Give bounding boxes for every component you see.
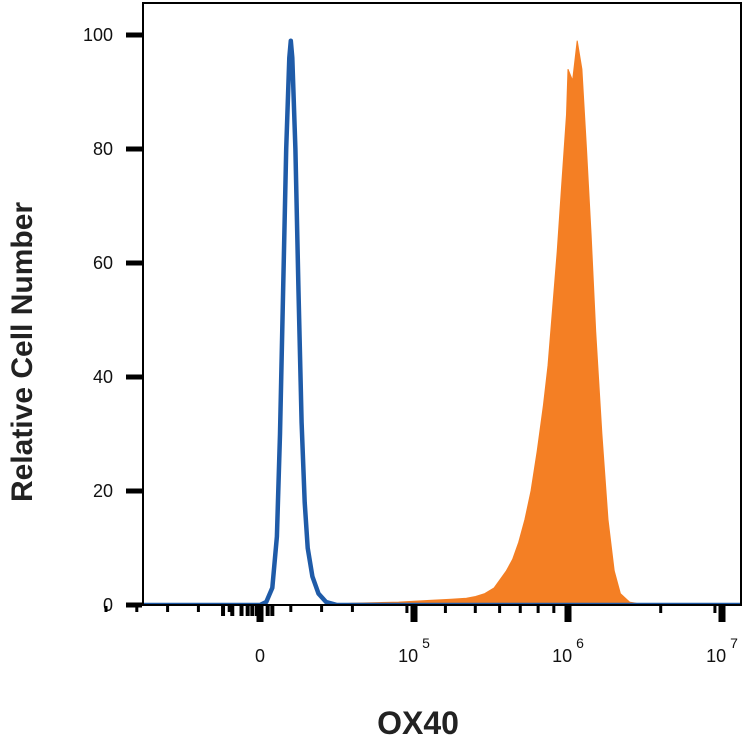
x-tick-mark (270, 606, 275, 616)
x-tick-label: 0 (255, 646, 265, 666)
x-tick-mark (166, 606, 170, 612)
y-tick-label: 100 (83, 25, 113, 45)
x-tick-mark (230, 606, 235, 616)
y-tick-label: 20 (93, 481, 113, 501)
y-tick-mark (126, 374, 142, 380)
x-tick-mark (320, 606, 324, 612)
y-tick-mark (126, 488, 142, 494)
x-tick-mark (718, 606, 726, 622)
series-filled-histogram (260, 40, 741, 605)
x-tick-label: 107 (706, 635, 738, 666)
x-tick-mark (227, 606, 231, 612)
series-outline-histogram (143, 38, 741, 605)
y-tick-label: 60 (93, 253, 113, 273)
x-tick-mark (410, 606, 418, 622)
x-tick-exponent: 6 (576, 635, 584, 651)
x-tick-mark (221, 606, 226, 616)
x-tick-mark (518, 606, 522, 613)
plot-frame (142, 2, 742, 606)
y-axis: 0 20 40 60 80 100 (83, 25, 142, 615)
x-tick-mark (473, 606, 477, 613)
x-tick-mark (196, 606, 200, 612)
y-tick-mark (126, 146, 142, 152)
y-tick-label: 0 (103, 595, 113, 615)
x-tick-label: 105 (398, 635, 430, 666)
y-tick-mark (126, 260, 142, 266)
x-tick-mark (659, 606, 663, 613)
x-tick-mark (245, 606, 250, 616)
x-tick-mark (265, 606, 270, 616)
x-axis: 0 105 106 107 (104, 606, 738, 666)
plot-area (143, 38, 741, 605)
x-tick-mark (250, 606, 255, 616)
x-tick-mark (713, 606, 717, 613)
x-tick-mark (552, 606, 556, 613)
y-tick-mark (126, 602, 142, 608)
x-tick-mark (564, 606, 572, 622)
y-tick-label: 80 (93, 139, 113, 159)
x-tick-mark (135, 606, 139, 612)
x-tick-mark (498, 606, 502, 613)
x-tick-exponent: 5 (422, 635, 430, 651)
y-axis-title: Relative Cell Number (6, 202, 39, 502)
x-tick-mark (239, 606, 244, 616)
y-tick-mark (126, 32, 142, 38)
x-tick-mark (256, 606, 264, 622)
y-tick-label: 40 (93, 367, 113, 387)
x-tick-mark (536, 606, 540, 613)
x-tick-mark (405, 606, 409, 613)
x-tick-mark (289, 606, 293, 612)
x-axis-title: OX40 (377, 705, 459, 741)
x-tick-mark (104, 606, 108, 612)
x-tick-mark (350, 606, 354, 612)
x-tick-exponent: 7 (730, 635, 738, 651)
x-tick-label: 106 (552, 635, 584, 666)
x-tick-mark (443, 606, 447, 613)
